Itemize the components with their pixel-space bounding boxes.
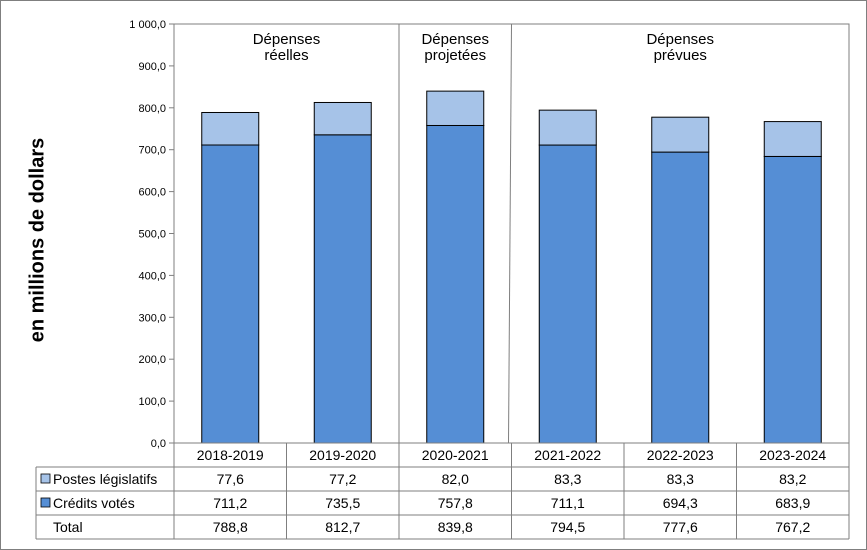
table-cell: 83,3 — [667, 471, 694, 487]
category-label: 2019-2020 — [309, 447, 376, 463]
bar-segment — [426, 90, 485, 126]
table-cell: 82,0 — [442, 471, 469, 487]
legend-swatch — [40, 497, 51, 508]
total-cell: 812,7 — [325, 519, 360, 535]
y-tick-label: 100,0 — [138, 396, 166, 408]
table-cell: 711,1 — [551, 495, 585, 511]
category-label: 2018-2019 — [197, 447, 264, 463]
bar-segment — [201, 144, 260, 444]
table-cell: 757,8 — [438, 495, 473, 511]
bar-segment — [763, 121, 822, 157]
y-tick-label: 800,0 — [138, 103, 166, 115]
y-tick-label: 200,0 — [138, 354, 166, 366]
bar-segment — [538, 144, 597, 444]
y-tick-label: 400,0 — [138, 270, 166, 282]
bar-segment — [651, 151, 710, 444]
legend-swatch — [40, 473, 51, 484]
category-label: 2021-2022 — [534, 447, 601, 463]
bar-segment — [313, 101, 372, 136]
legend-label: Postes législatifs — [53, 471, 157, 487]
table-cell: 711,2 — [213, 495, 247, 511]
period-label: Dépenses — [253, 31, 321, 48]
period-label: Dépenses — [646, 31, 714, 48]
legend-label: Crédits votés — [53, 495, 135, 511]
bar-segment — [538, 109, 597, 146]
category-label: 2022-2023 — [647, 447, 714, 463]
total-cell: 794,5 — [550, 519, 585, 535]
table-cell: 694,3 — [663, 495, 698, 511]
total-cell: 839,8 — [438, 519, 473, 535]
total-row-label: Total — [53, 519, 83, 535]
bar-segment — [426, 124, 485, 444]
table-cell: 77,2 — [329, 471, 356, 487]
y-tick-label: 900,0 — [138, 61, 166, 73]
period-label: prévues — [654, 47, 707, 64]
period-label: Dépenses — [421, 31, 489, 48]
y-tick-label: 700,0 — [138, 145, 166, 157]
bar-segment — [201, 111, 260, 146]
y-tick-label: 0,0 — [151, 438, 166, 450]
bar-segment — [763, 155, 822, 444]
period-label: projetées — [424, 47, 486, 64]
total-cell: 767,2 — [775, 519, 810, 535]
total-cell: 777,6 — [663, 519, 698, 535]
category-label: 2020-2021 — [422, 447, 489, 463]
table-cell: 77,6 — [217, 471, 244, 487]
table-cell: 83,2 — [779, 471, 806, 487]
table-cell: 683,9 — [775, 495, 810, 511]
bar-segment — [313, 134, 372, 444]
y-tick-label: 1 000,0 — [129, 19, 166, 31]
table-cell: 735,5 — [325, 495, 360, 511]
bar-segment — [651, 116, 710, 153]
y-tick-label: 500,0 — [138, 229, 166, 241]
total-cell: 788,8 — [213, 519, 248, 535]
table-cell: 83,3 — [554, 471, 581, 487]
period-divider — [508, 23, 512, 444]
period-label: réelles — [264, 47, 308, 64]
y-tick-label: 300,0 — [138, 312, 166, 324]
y-tick-label: 600,0 — [138, 187, 166, 199]
category-label: 2023-2024 — [759, 447, 826, 463]
